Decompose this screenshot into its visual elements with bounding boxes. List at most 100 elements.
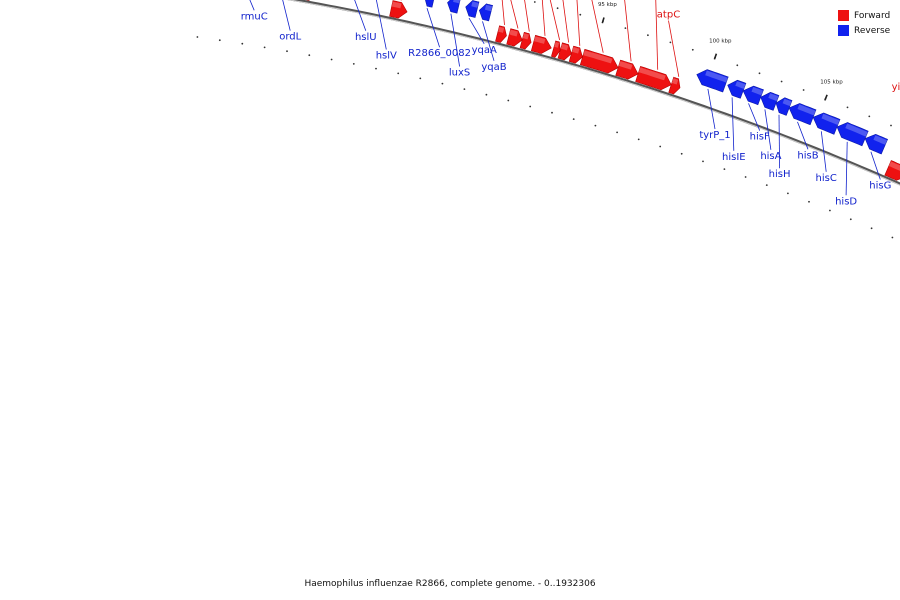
gene-label-hslV: hslV [376,51,397,62]
gene-shine [638,67,666,81]
gene-shine [509,29,518,37]
gene-label-hisH: hisH [769,169,791,180]
genome-caption: Haemophilus influenzae R2866, complete g… [304,579,596,589]
gene-shine [671,78,679,85]
gene-yqaB[interactable] [478,3,493,22]
gene-R2866_0086[interactable] [495,25,507,43]
gene-shine [391,1,402,9]
gene-label-R2866_0082: R2866_0082 [408,48,471,59]
gene-atpE[interactable] [551,40,561,58]
scale-dot-outer [624,27,627,29]
scale-dot-outer [579,13,582,16]
scale-tick-label: 95 kbp [598,2,617,8]
gene-shine [768,93,779,102]
scale-tick [713,53,718,60]
scale-dot-outer [802,89,805,91]
scale-dot-inner [218,39,221,42]
gene-leader-line [797,121,809,150]
gene-shine [845,123,868,137]
gene-shine [888,161,900,171]
gene-leader-line [591,0,604,53]
scale-dot-inner [808,200,810,203]
gene-leader-line [375,0,387,50]
scale-dot-inner [594,124,597,127]
gene-leader-line [845,141,848,196]
gene-leader-line [426,7,440,48]
gene-shine [873,135,888,145]
gene-atpH[interactable] [568,45,583,64]
gene-leader-line [482,21,495,61]
gene-shine [498,26,505,33]
scale-dot-inner [849,218,852,221]
gene-leader-line [524,0,530,32]
legend: Forward Reverse [838,8,890,38]
gene-shine [705,70,728,83]
gene-label-hisF: hisF [750,132,770,143]
gene-atpI[interactable] [519,31,532,50]
reverse-label: Reverse [854,25,891,36]
gene-shine [484,4,493,12]
gene-aphA[interactable] [389,0,408,19]
gene-shine [554,41,560,48]
gene-label-yqaB: yqaB [481,62,506,73]
gene-leader-line [820,131,827,172]
scale-dot-inner [308,54,311,57]
gene-atpB[interactable] [530,34,552,54]
scale-dot-inner [723,168,726,171]
gene-atpG[interactable] [615,59,639,80]
gene-atpA[interactable] [579,48,619,74]
gene-leader-line [510,0,519,29]
gene-shine [618,61,633,70]
gene-label-luxS: luxS [449,68,470,79]
scale-dot-inner [196,36,199,38]
gene-leader-line [764,109,772,150]
gene-leader-line [450,13,460,67]
scale-dot-inner [702,160,704,163]
gene-hisG[interactable] [864,133,888,155]
gene-leader-line [541,0,546,36]
scale-dot-inner [787,192,789,195]
scale-dot-inner [419,77,422,80]
gene-atpD[interactable] [635,66,672,91]
gene-leader-line [282,0,291,31]
gene-leader-line [354,0,367,31]
scale-dot-inner [829,209,831,212]
legend-forward: Forward [838,8,890,23]
gene-shine [571,47,580,54]
gene-shine [751,87,764,96]
scale-dot-outer [868,115,871,118]
gene-leader-line [501,0,505,26]
scale-tick-label: 105 kbp [820,80,843,86]
gene-label-ordL: ordL [279,32,301,43]
gene-leader-line [624,0,632,62]
gene-yqaA[interactable] [465,0,480,18]
gene-tyrP_1[interactable] [696,69,729,93]
gene-shine [735,81,746,89]
scale-dot-inner [870,227,873,230]
gene-gidB[interactable] [506,28,523,47]
scale-dot-inner [330,58,333,61]
gene-shine [533,36,546,44]
chromosome-backbone-highlight [287,0,900,186]
gene-shine [583,50,613,64]
gene-atpF[interactable] [557,42,572,61]
gene-leader-line [707,88,716,130]
gene-label-hisG: hisG [869,181,891,192]
scale-dot-inner [680,152,683,155]
gene-leader-line [468,17,485,45]
gene-shine [453,0,461,4]
gene-shine [522,33,529,40]
gene-R2866_0082[interactable] [425,0,436,8]
scale-tick [824,94,828,101]
gene-label-hisIE: hisIE [722,152,746,163]
gene-leader-line [576,0,581,46]
gene-luxS[interactable] [447,0,461,14]
gene-leader-line [870,151,881,180]
gene-atpC[interactable] [668,76,681,95]
gene-shine [782,98,792,107]
scale-dot-inner [744,176,747,178]
gene-label-hisB: hisB [797,150,818,161]
gene-yicC[interactable] [884,160,900,181]
gene-label-hisD: hisD [835,196,857,207]
